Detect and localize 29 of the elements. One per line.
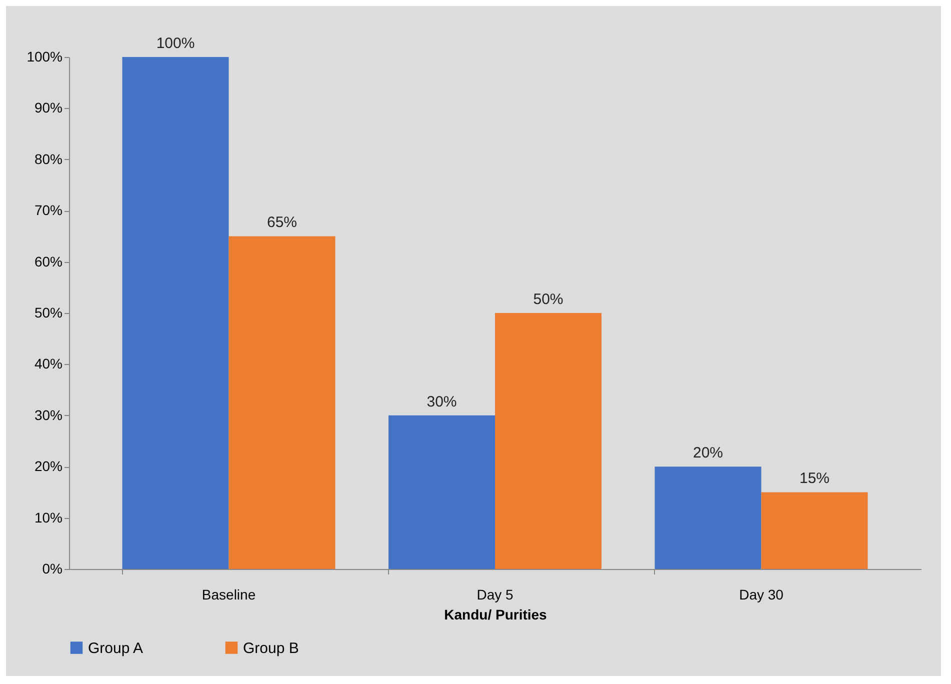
y-tick-label: 80% (34, 150, 62, 167)
data-label: 30% (426, 393, 457, 410)
x-tick-label: Baseline (202, 586, 256, 602)
y-tick-label: 0% (42, 560, 62, 576)
data-label: 50% (533, 291, 564, 308)
y-tick-label: 50% (34, 304, 62, 320)
y-tick-label: 60% (34, 253, 62, 270)
bar (761, 492, 868, 569)
bar (228, 236, 336, 569)
y-tick-label: 90% (34, 100, 62, 116)
data-label: 65% (266, 214, 298, 232)
y-tick-label: 10% (34, 509, 62, 526)
y-tick-label: 40% (34, 356, 62, 372)
legend-label: Group B (243, 640, 299, 657)
bar (388, 415, 495, 569)
legend-label: Group A (88, 640, 144, 657)
data-label: 15% (799, 470, 830, 488)
y-tick-label: 20% (34, 458, 62, 474)
x-tick-label: Day 5 (476, 586, 514, 602)
y-tick-label: 70% (34, 202, 62, 218)
y-tick-label: 30% (34, 406, 62, 423)
bar (122, 57, 229, 569)
data-label: 20% (692, 444, 724, 462)
y-tick-label: 100% (26, 48, 62, 64)
data-label: 100% (156, 35, 195, 52)
bar (495, 313, 602, 569)
bar (654, 466, 762, 569)
x-axis-title: Kandu/ Purities (444, 606, 548, 622)
x-tick-label: Day 30 (739, 586, 784, 602)
